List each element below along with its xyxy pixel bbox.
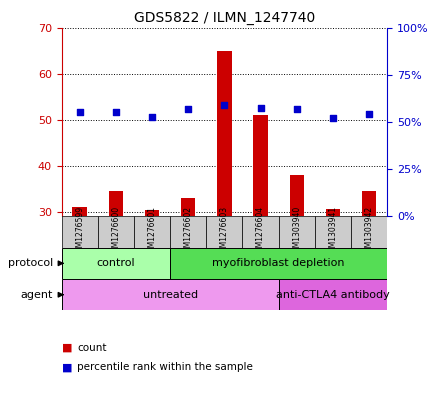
Point — [221, 102, 228, 108]
Point — [257, 105, 264, 111]
Bar — [279, 216, 315, 248]
Bar — [170, 216, 206, 248]
Text: GSM1303940: GSM1303940 — [292, 206, 301, 257]
Bar — [242, 216, 279, 248]
Bar — [73, 207, 87, 216]
Bar — [109, 191, 123, 216]
Text: protocol: protocol — [7, 258, 53, 268]
Title: GDS5822 / ILMN_1247740: GDS5822 / ILMN_1247740 — [134, 11, 315, 25]
Bar — [326, 209, 340, 216]
Bar — [62, 216, 98, 248]
Text: myofibroblast depletion: myofibroblast depletion — [213, 258, 345, 268]
Text: GSM1303941: GSM1303941 — [328, 206, 337, 257]
Bar — [362, 191, 376, 216]
Text: GSM1276601: GSM1276601 — [147, 206, 157, 257]
Text: control: control — [96, 258, 135, 268]
Text: GSM1276599: GSM1276599 — [75, 206, 84, 257]
Text: count: count — [77, 343, 106, 353]
Text: GSM1276604: GSM1276604 — [256, 206, 265, 257]
Text: untreated: untreated — [143, 290, 198, 300]
Text: GSM1276602: GSM1276602 — [184, 206, 193, 257]
Bar — [290, 175, 304, 216]
Bar — [217, 51, 231, 216]
Bar — [253, 115, 268, 216]
Text: anti-CTLA4 antibody: anti-CTLA4 antibody — [276, 290, 390, 300]
Text: agent: agent — [20, 290, 53, 300]
Bar — [145, 210, 159, 216]
Text: GSM1276600: GSM1276600 — [111, 206, 121, 257]
Text: GSM1303942: GSM1303942 — [365, 206, 374, 257]
Bar — [181, 198, 195, 216]
Text: percentile rank within the sample: percentile rank within the sample — [77, 362, 253, 373]
Bar — [134, 216, 170, 248]
Bar — [62, 248, 170, 279]
Point — [112, 109, 119, 116]
Point — [293, 105, 300, 112]
Point — [185, 105, 192, 112]
Point — [330, 115, 337, 121]
Bar — [170, 248, 387, 279]
Text: ■: ■ — [62, 362, 72, 373]
Text: ■: ■ — [62, 343, 72, 353]
Bar — [206, 216, 242, 248]
Bar — [98, 216, 134, 248]
Bar — [351, 216, 387, 248]
Text: GSM1276603: GSM1276603 — [220, 206, 229, 257]
Bar — [62, 279, 279, 310]
Point — [149, 114, 156, 120]
Bar — [279, 279, 387, 310]
Point — [76, 109, 83, 116]
Bar — [315, 216, 351, 248]
Point — [366, 111, 373, 118]
